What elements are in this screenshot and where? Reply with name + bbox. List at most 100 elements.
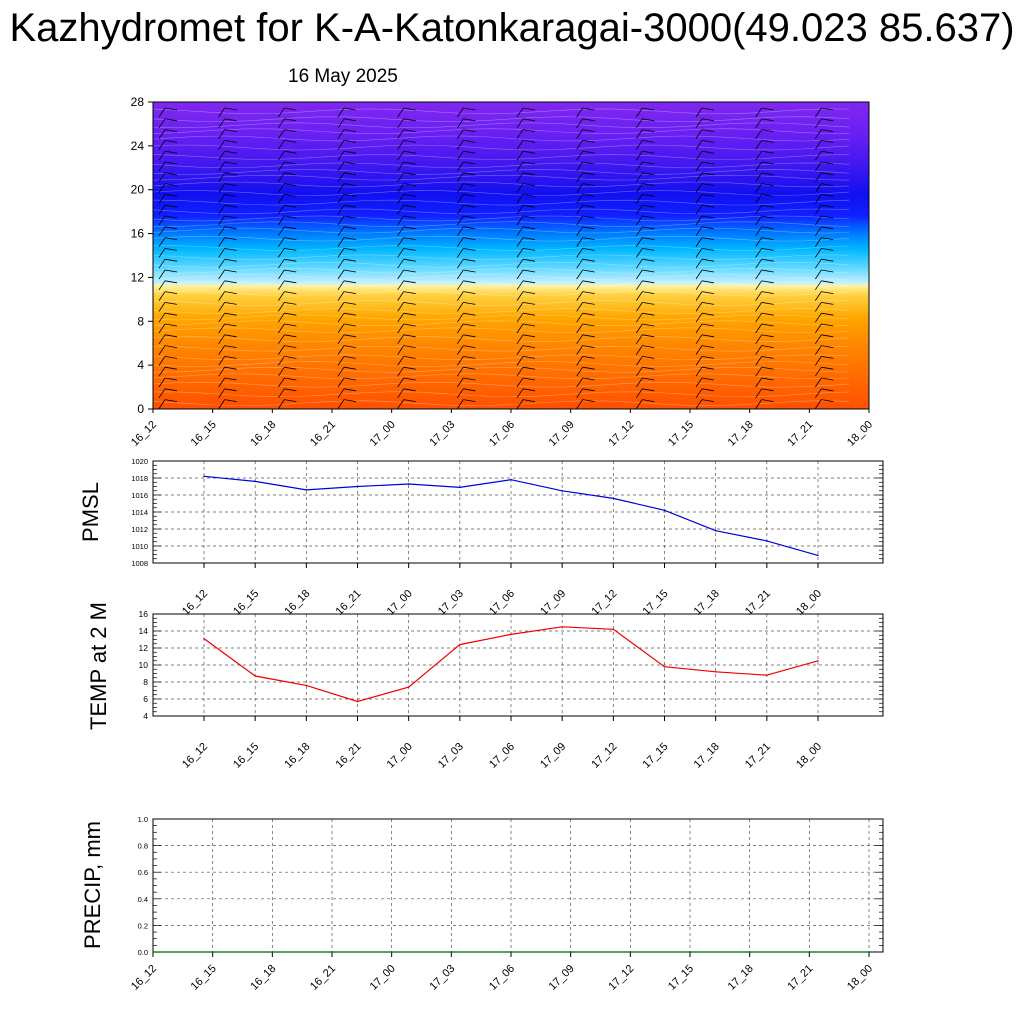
wind-barb-flag — [582, 345, 595, 348]
wind-barb — [278, 323, 285, 334]
wind-barb — [576, 194, 583, 204]
wind-barb-flag — [284, 302, 297, 305]
wind-barb-flag — [164, 356, 178, 359]
wind-barb — [397, 280, 404, 291]
wind-barb-flag — [164, 312, 178, 316]
wind-barb-flag — [701, 377, 715, 381]
wind-barb — [218, 269, 225, 280]
wind-barb — [158, 183, 166, 193]
wind-barb — [158, 237, 166, 247]
wind-barb — [397, 107, 404, 118]
wind-barb — [576, 129, 583, 139]
wind-barb-flag — [701, 312, 715, 316]
wind-barb — [397, 248, 404, 258]
x-tick-label: 17_21 — [785, 419, 815, 449]
wind-barb-flag — [403, 388, 416, 392]
y-tick-label: 12 — [131, 270, 145, 284]
wind-barb — [278, 302, 285, 312]
wind-barb-flag — [224, 118, 237, 122]
wind-barb — [636, 161, 643, 172]
wind-barb-flag — [403, 140, 416, 143]
data-point — [510, 951, 512, 953]
wind-barb-flag — [343, 291, 357, 294]
wind-barb-flag — [582, 140, 595, 143]
contour-line — [153, 208, 850, 215]
wind-barb-flag — [821, 215, 834, 219]
wind-barb — [636, 172, 643, 183]
wind-barb — [695, 312, 703, 323]
wind-barb-flag — [582, 204, 595, 208]
wind-barb-flag — [821, 183, 834, 186]
wind-barb — [158, 302, 166, 312]
wind-barb — [755, 302, 762, 312]
wind-barb — [576, 345, 583, 355]
wind-barb — [218, 215, 225, 226]
wind-barb — [875, 400, 881, 409]
wind-barb — [695, 345, 703, 355]
wind-barb-flag — [881, 259, 893, 261]
wind-barb — [457, 269, 464, 280]
contour-line — [153, 235, 850, 242]
wind-barb — [815, 291, 822, 301]
wind-barb-flag — [224, 366, 237, 370]
wind-barb-flag — [343, 280, 357, 284]
wind-barb-flag — [522, 323, 536, 327]
wind-barb — [516, 161, 524, 172]
y-tick-label: 16 — [131, 227, 145, 241]
wind-barb-flag — [463, 150, 476, 154]
wind-barb-flag — [224, 194, 237, 197]
wind-barb-flag — [881, 389, 893, 391]
wind-barb-flag — [761, 161, 774, 165]
y-tick-label: 1014 — [131, 508, 148, 517]
contour-line — [153, 373, 850, 380]
wind-barb — [815, 183, 822, 193]
wind-barb — [875, 151, 881, 160]
wind-barb — [337, 215, 345, 226]
x-tick-label: 17_21 — [785, 963, 815, 993]
wind-barb-flag — [164, 107, 178, 111]
wind-barb — [695, 280, 703, 291]
wind-barb-flag — [701, 150, 715, 154]
x-tick-label: 16_15 — [231, 741, 261, 771]
wind-barb — [755, 107, 762, 118]
wind-barb-flag — [881, 313, 893, 315]
contour-line — [153, 366, 850, 373]
wind-barb — [337, 204, 345, 215]
wind-barb-flag — [343, 183, 357, 186]
wind-barb-flag — [463, 183, 476, 186]
wind-barb-flag — [343, 399, 357, 402]
wind-barb-flag — [463, 312, 476, 316]
wind-barb-flag — [701, 140, 715, 143]
wind-barb-flag — [701, 183, 715, 186]
y-tick-label: 1008 — [131, 559, 148, 568]
wind-barb — [278, 269, 285, 280]
wind-barb — [337, 172, 345, 183]
wind-barb-flag — [642, 345, 655, 348]
wind-barb — [218, 248, 225, 258]
wind-barb-flag — [224, 302, 237, 305]
wind-barb-flag — [821, 129, 834, 132]
wind-barb — [337, 356, 345, 366]
x-tick-label: 17_18 — [726, 419, 756, 449]
wind-barb — [516, 399, 524, 409]
wind-barb — [755, 183, 762, 193]
wind-barb — [278, 356, 285, 366]
wind-barb-flag — [701, 215, 715, 219]
wind-barb — [815, 258, 822, 269]
wind-barb-flag — [224, 248, 237, 251]
wind-barb — [457, 323, 464, 334]
wind-barb — [636, 334, 643, 345]
wind-barb-flag — [821, 388, 834, 392]
wind-barb — [636, 183, 643, 193]
wind-barb-flag — [701, 291, 715, 294]
wind-barb — [875, 248, 881, 257]
wind-barb — [875, 173, 881, 182]
cross-section-panel: 0 4 8 12 16 20 24 28 16_12 16_15 16_18 16_21 17_00 17… — [129, 95, 893, 449]
wind-barb — [875, 227, 881, 236]
contour-line — [153, 108, 850, 115]
wind-barb-flag — [522, 302, 536, 305]
wind-barb — [516, 118, 524, 129]
wind-barb-flag — [224, 226, 237, 230]
x-tick-label: 17_03 — [436, 588, 466, 618]
